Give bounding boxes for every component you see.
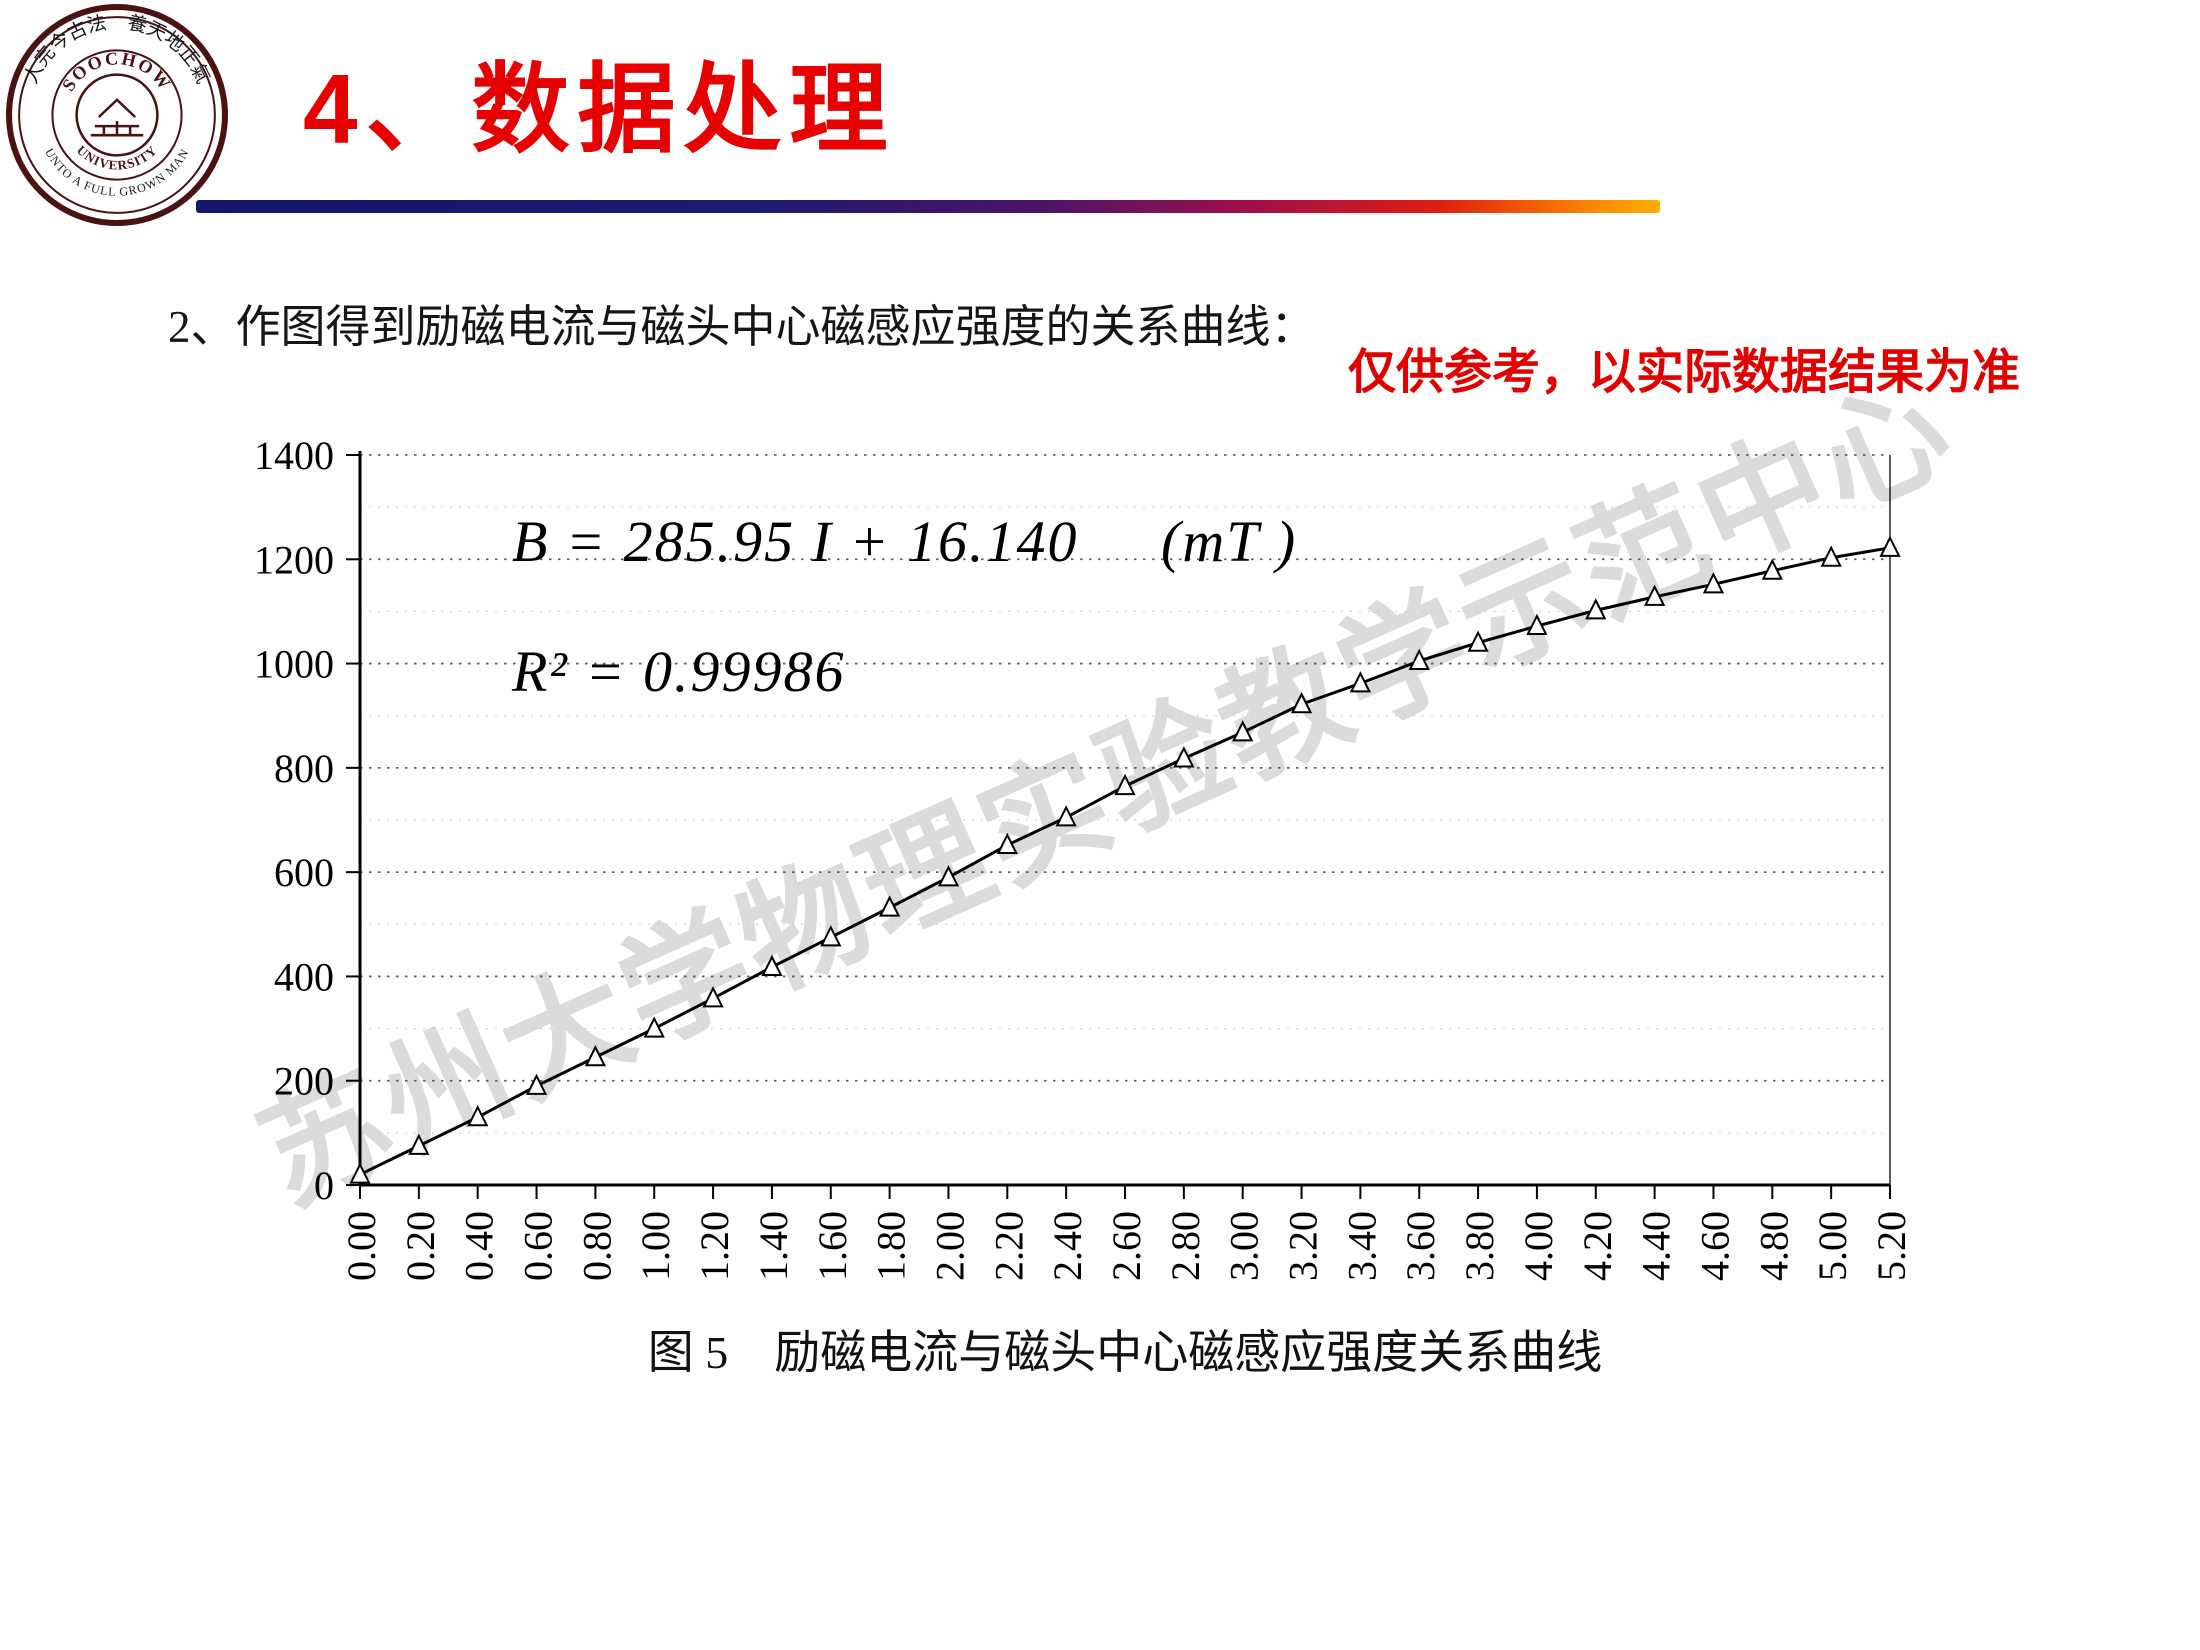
data-point-marker xyxy=(1232,720,1254,742)
figure-caption: 图 5 励磁电流与磁头中心磁感应强度关系曲线 xyxy=(647,1327,1603,1378)
y-tick-label: 1200 xyxy=(254,537,334,582)
reference-note: 仅供参考，以实际数据结果为准 xyxy=(1348,346,2021,399)
data-point-marker xyxy=(1644,584,1666,606)
x-tick-label: 1.60 xyxy=(810,1211,855,1281)
data-point-marker xyxy=(1585,598,1607,620)
data-point-marker xyxy=(1173,746,1195,768)
university-seal-logo: 人完今古法 養天地正氣 UNTO A FULL GROWN MAN SOOCHO… xyxy=(6,4,228,226)
x-tick-label: 3.20 xyxy=(1281,1211,1326,1281)
x-tick-label: 3.80 xyxy=(1457,1211,1502,1281)
x-tick-label: 0.00 xyxy=(339,1211,384,1281)
y-tick-label: 1400 xyxy=(254,433,334,478)
data-point-marker xyxy=(1114,773,1136,796)
x-tick-label: 5.00 xyxy=(1810,1211,1855,1281)
seal-core-ring xyxy=(51,49,183,181)
x-tick-label: 1.00 xyxy=(633,1211,678,1281)
data-point-marker xyxy=(525,1073,548,1095)
x-tick-label: 2.80 xyxy=(1163,1211,1208,1281)
x-tick-label: 3.00 xyxy=(1222,1211,1267,1281)
x-tick-label: 3.40 xyxy=(1339,1211,1384,1281)
seal-outer-ring xyxy=(6,4,228,226)
body-text: 2、作图得到励磁电流与磁头中心磁感应强度的关系曲线： xyxy=(168,302,1316,352)
chart-r2-annotation: R² = 0.99986 xyxy=(512,639,846,704)
title-underline xyxy=(196,200,1660,213)
data-point-marker xyxy=(702,986,724,1008)
x-tick-label: 5.20 xyxy=(1869,1211,1914,1281)
data-point-marker xyxy=(1526,613,1548,636)
x-tick-label: 1.20 xyxy=(692,1211,737,1281)
x-tick-label: 4.40 xyxy=(1634,1211,1679,1281)
x-tick-label: 0.40 xyxy=(457,1211,502,1281)
data-point-marker xyxy=(996,832,1018,855)
y-tick-label: 800 xyxy=(274,746,334,791)
data-point-marker xyxy=(1290,692,1313,714)
data-point-marker xyxy=(1467,630,1489,652)
x-tick-label: 2.60 xyxy=(1104,1211,1149,1281)
data-point-marker xyxy=(584,1045,607,1067)
data-point-marker xyxy=(1702,572,1725,594)
x-tick-label: 4.20 xyxy=(1575,1211,1620,1281)
y-tick-label: 0 xyxy=(314,1163,334,1208)
data-point-marker xyxy=(937,865,960,887)
x-tick-label: 0.80 xyxy=(574,1211,619,1281)
data-point-marker xyxy=(1820,545,1842,567)
page-title: 4、数据处理 xyxy=(303,54,896,164)
x-tick-label: 4.00 xyxy=(1516,1211,1561,1281)
data-point-marker xyxy=(1055,805,1077,827)
seal-inner-ring xyxy=(18,16,216,214)
data-point-marker xyxy=(820,925,842,947)
x-tick-label: 3.60 xyxy=(1398,1211,1443,1281)
data-point-marker xyxy=(1408,648,1430,670)
x-tick-label: 4.60 xyxy=(1692,1211,1737,1281)
seal-emblem xyxy=(75,73,159,157)
x-tick-label: 1.80 xyxy=(869,1211,914,1281)
y-tick-label: 600 xyxy=(274,850,334,895)
data-point-marker xyxy=(408,1133,430,1155)
data-point-marker xyxy=(467,1104,489,1127)
data-point-marker xyxy=(1349,671,1371,693)
x-tick-label: 2.20 xyxy=(986,1211,1031,1281)
x-tick-label: 1.40 xyxy=(751,1211,796,1281)
data-point-marker xyxy=(1761,558,1783,580)
x-tick-label: 2.40 xyxy=(1045,1211,1090,1281)
y-tick-label: 400 xyxy=(274,954,334,999)
data-point-marker xyxy=(643,1016,665,1038)
data-point-marker xyxy=(761,954,783,977)
x-tick-label: 0.60 xyxy=(516,1211,561,1281)
chart-equation: B = 285.95 I + 16.140 (mT ) xyxy=(512,509,1298,574)
y-tick-label: 200 xyxy=(274,1059,334,1104)
x-tick-label: 4.80 xyxy=(1751,1211,1796,1281)
data-point-marker xyxy=(349,1162,371,1184)
data-point-marker xyxy=(878,895,901,917)
x-tick-label: 2.00 xyxy=(927,1211,972,1281)
x-tick-label: 0.20 xyxy=(398,1211,443,1281)
data-point-marker xyxy=(1879,535,1901,557)
y-tick-label: 1000 xyxy=(254,642,334,687)
